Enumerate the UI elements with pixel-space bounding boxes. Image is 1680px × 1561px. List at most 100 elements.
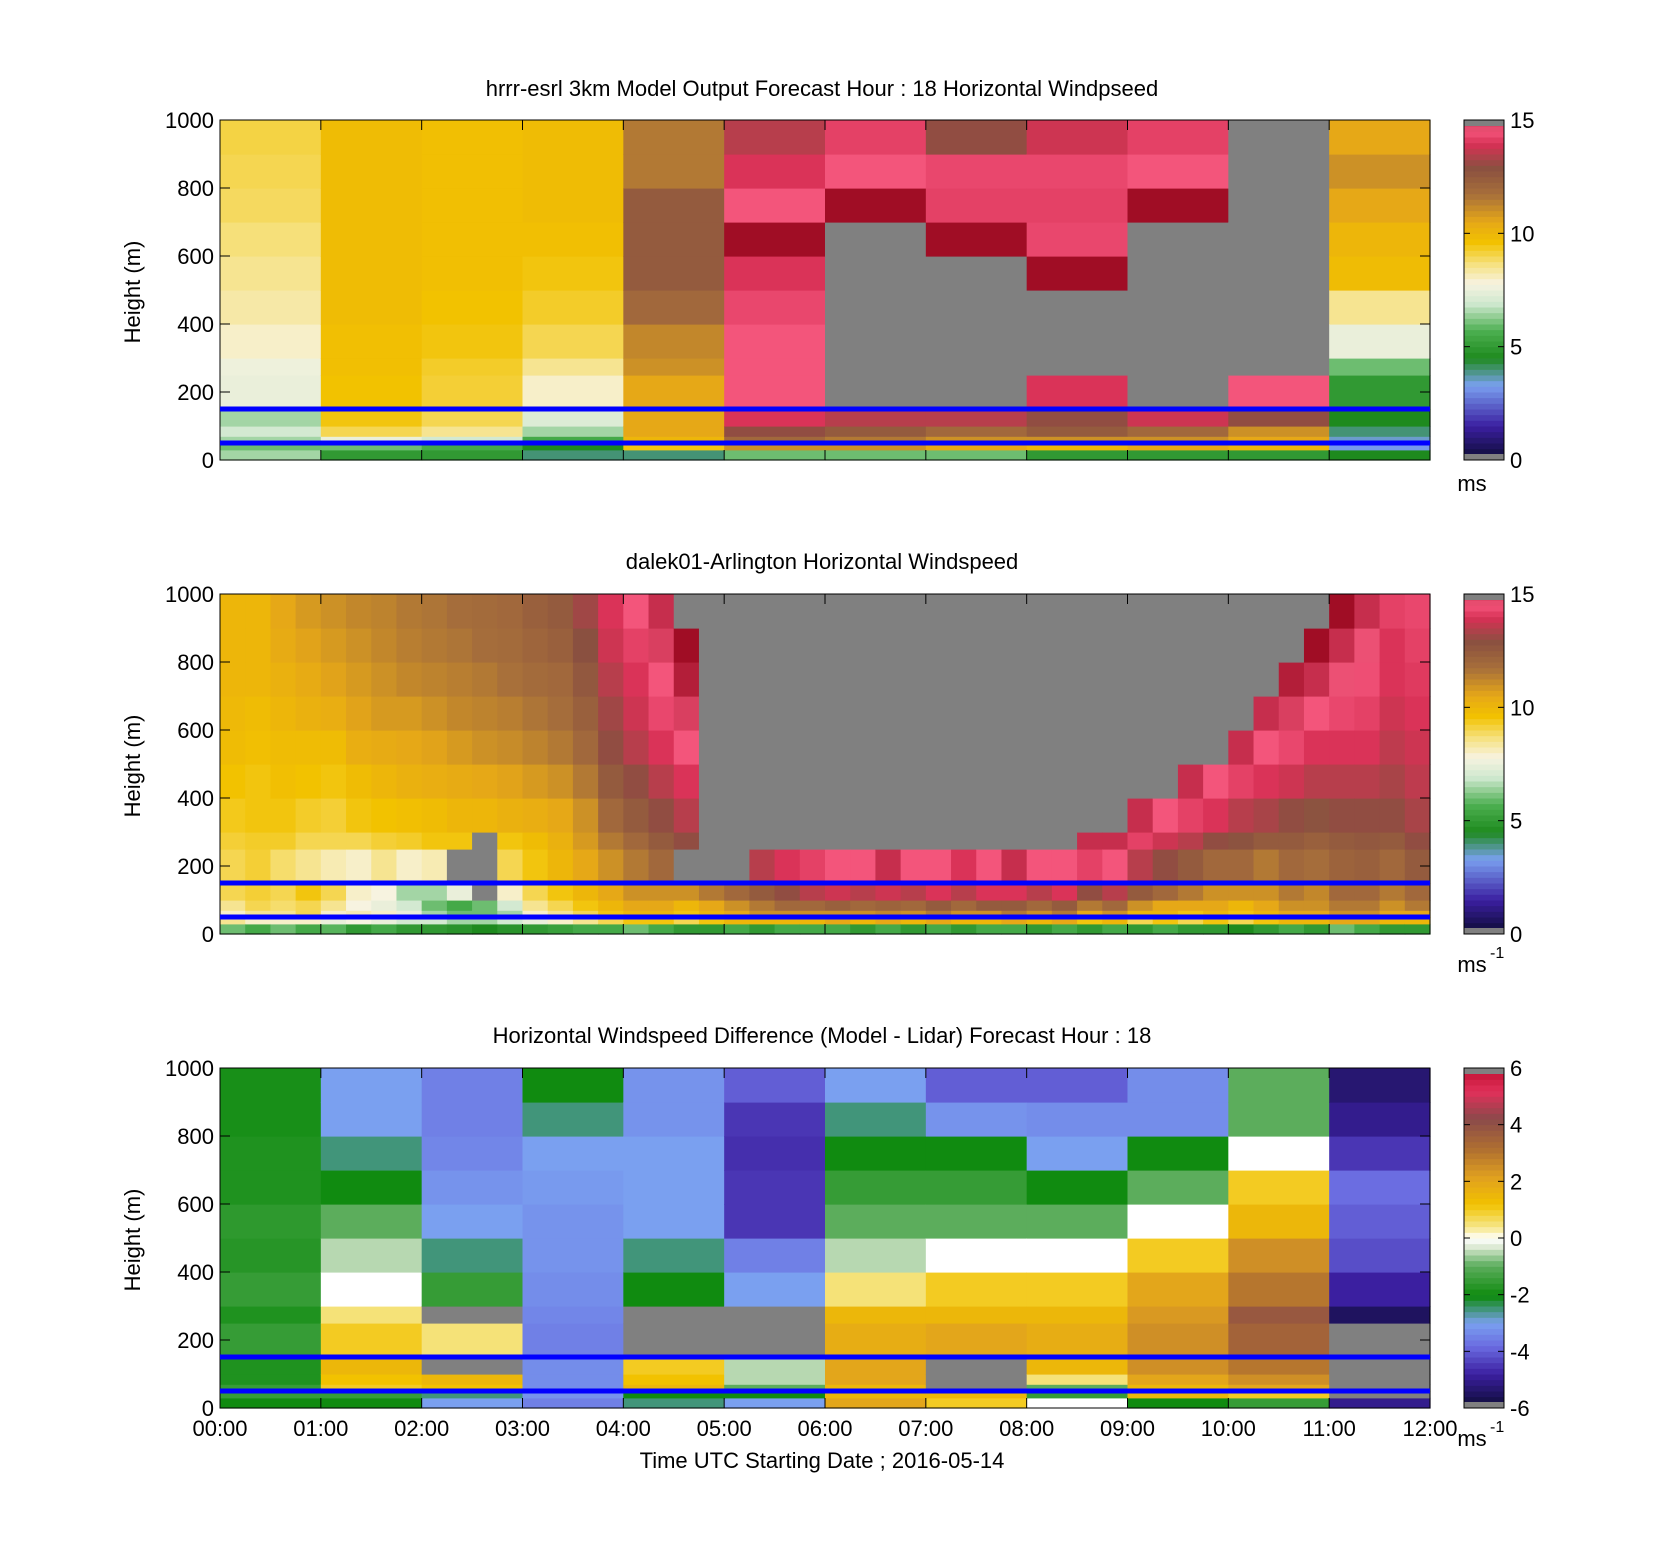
- heatmap-cell: [522, 256, 624, 291]
- heatmap-cell: [572, 923, 599, 935]
- heatmap-cell: [825, 917, 851, 925]
- heatmap-cell: [446, 832, 473, 850]
- heatmap-cell: [1329, 443, 1431, 451]
- heatmap-cell: [976, 696, 1003, 731]
- heatmap-cell: [1228, 436, 1330, 444]
- heatmap-cell: [825, 832, 851, 850]
- heatmap-cell: [951, 696, 977, 731]
- colorbar-swatch: [1464, 894, 1504, 901]
- heatmap-cell: [245, 849, 272, 884]
- heatmap-cell: [1026, 696, 1053, 731]
- heatmap-cell: [1026, 849, 1053, 884]
- heatmap-cell: [1329, 1357, 1431, 1375]
- heatmap-cell: [320, 154, 423, 189]
- colorbar-swatch: [1464, 1328, 1504, 1335]
- heatmap-cell: [698, 910, 725, 918]
- heatmap-cell: [925, 409, 1028, 427]
- heatmap-cell: [1379, 910, 1406, 918]
- heatmap-cell: [421, 120, 524, 155]
- heatmap-cell: [1127, 798, 1154, 833]
- heatmap-cell: [1077, 730, 1103, 765]
- heatmap-cell: [1026, 443, 1129, 451]
- heatmap-cell: [825, 883, 851, 901]
- heatmap-cell: [1329, 290, 1431, 325]
- heatmap-cell: [522, 449, 624, 461]
- colorbar-unit: ms: [1457, 1426, 1486, 1451]
- heatmap-cell: [421, 222, 524, 257]
- colorbar-swatch: [1464, 261, 1504, 268]
- x-axis-label: Time UTC Starting Date ; 2016-05-14: [640, 1448, 1005, 1473]
- heatmap-cell: [522, 730, 549, 765]
- heatmap-cell: [698, 917, 725, 925]
- heatmap-cell: [825, 1397, 927, 1409]
- heatmap-cell: [421, 1357, 524, 1375]
- heatmap-cell: [850, 923, 877, 935]
- colorbar-swatch: [1464, 616, 1504, 623]
- colorbar-swatch: [1464, 431, 1504, 438]
- heatmap-cell: [446, 662, 473, 697]
- heatmap-cell: [1152, 923, 1179, 935]
- heatmap-cell: [1354, 923, 1381, 935]
- heatmap-cell: [1329, 1323, 1431, 1358]
- colorbar-swatch: [1464, 409, 1504, 416]
- heatmap-cell: [850, 662, 877, 697]
- heatmap-cell: [951, 628, 977, 663]
- heatmap-cell: [270, 883, 297, 901]
- heatmap-cell: [270, 594, 297, 629]
- heatmap-cell: [346, 923, 372, 935]
- heatmap-cell: [371, 849, 398, 884]
- heatmap-cell: [421, 832, 448, 850]
- x-tick-label: 08:00: [999, 1416, 1054, 1441]
- heatmap-cell: [572, 730, 599, 765]
- heatmap-cell: [724, 917, 750, 925]
- colorbar-swatch: [1464, 735, 1504, 742]
- heatmap-cell: [421, 375, 524, 410]
- heatmap-cell: [1152, 849, 1179, 884]
- heatmap-cell: [220, 764, 246, 799]
- heatmap-cell: [1177, 923, 1204, 935]
- heatmap-cell: [1026, 900, 1053, 911]
- heatmap-cell: [1026, 1391, 1129, 1399]
- heatmap-cell: [1303, 883, 1330, 901]
- heatmap-cell: [925, 1384, 1028, 1392]
- heatmap-cell: [673, 917, 700, 925]
- panel-difference: Horizontal Windspeed Difference (Model -…: [120, 1023, 1530, 1473]
- heatmap-cell: [774, 917, 801, 925]
- heatmap-cell: [1051, 662, 1078, 697]
- heatmap-cell: [825, 923, 851, 935]
- heatmap-cell: [1228, 594, 1255, 629]
- heatmap-cell: [623, 628, 650, 663]
- heatmap-cell: [1228, 188, 1330, 223]
- heatmap-cell: [623, 1384, 725, 1392]
- heatmap-cell: [724, 1384, 826, 1392]
- heatmap-cell: [1203, 910, 1229, 918]
- heatmap-cell: [1001, 628, 1028, 663]
- heatmap-cell: [724, 1272, 826, 1307]
- heatmap-cell: [1026, 730, 1053, 765]
- heatmap-cell: [749, 900, 776, 911]
- heatmap-cell: [320, 436, 423, 444]
- heatmap-cell: [623, 1323, 725, 1358]
- heatmap-cell: [825, 1384, 927, 1392]
- colorbar-swatch: [1464, 684, 1504, 691]
- heatmap-cell: [1127, 222, 1229, 257]
- heatmap-cell: [1228, 449, 1330, 461]
- heatmap-cell: [1228, 1357, 1330, 1375]
- heatmap-cell: [220, 154, 322, 189]
- colorbar-cap: [1464, 1402, 1504, 1408]
- heatmap-cell: [270, 662, 297, 697]
- colorbar-swatch: [1464, 142, 1504, 149]
- heatmap-cell: [724, 256, 826, 291]
- heatmap-cell: [497, 923, 524, 935]
- heatmap-cell: [1278, 849, 1305, 884]
- heatmap-cell: [1303, 923, 1330, 935]
- colorbar-swatch: [1464, 1374, 1504, 1381]
- heatmap-cell: [925, 917, 952, 925]
- colorbar-swatch: [1464, 673, 1504, 680]
- heatmap-cell: [1329, 696, 1355, 731]
- heatmap-cell: [1026, 1272, 1129, 1307]
- heatmap-cell: [749, 628, 776, 663]
- heatmap-cell: [1329, 1397, 1431, 1409]
- heatmap-cell: [724, 1323, 826, 1358]
- heatmap-cell: [522, 426, 624, 437]
